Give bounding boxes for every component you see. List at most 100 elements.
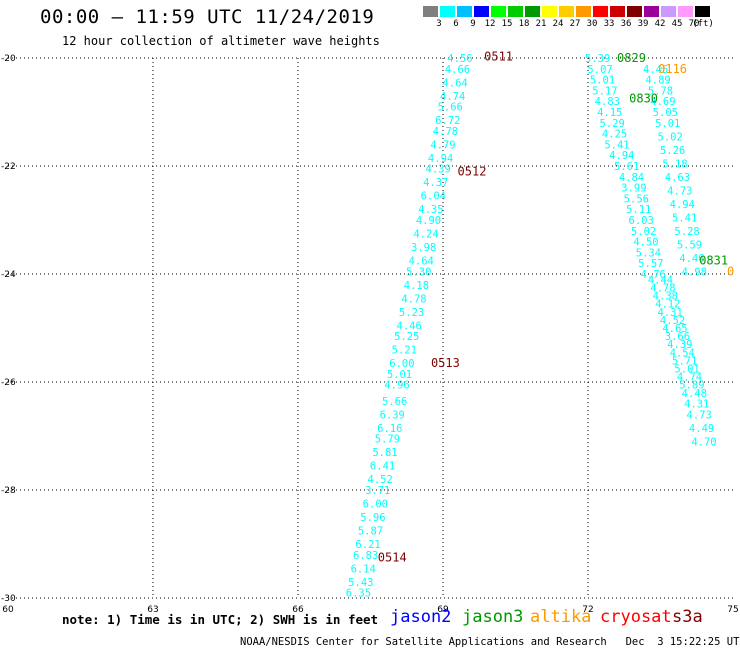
wave-height-label: 5.01 [655, 118, 680, 130]
x-tick-label: 72 [582, 605, 593, 615]
color-scale-swatch [575, 5, 592, 18]
pass-time-label: 0512 [458, 164, 487, 178]
wave-height-label: 3.99 [621, 183, 646, 195]
wave-height-label: 5.30 [406, 266, 431, 278]
pass-time-label: 0116 [658, 62, 687, 76]
wave-height-label: 6.21 [355, 539, 380, 551]
wave-height-label: 5.17 [592, 85, 617, 97]
wave-height-label: 4.25 [602, 129, 627, 141]
wave-height-label: 4.94 [670, 199, 695, 211]
wave-height-label: 5.71 [672, 355, 697, 367]
satellite-legend-item: jason3 [462, 607, 524, 627]
color-scale-label: 39 [637, 19, 649, 29]
wave-height-label: 4.35 [418, 204, 443, 216]
pass-time-label: 0 [727, 264, 734, 278]
wave-height-label: 4.79 [430, 139, 455, 151]
pass-time-label: 0514 [378, 551, 407, 565]
wave-height-label: 6.14 [351, 563, 376, 575]
wave-height-label: 4.65 [662, 323, 687, 335]
wave-height-label: 6.04 [421, 191, 446, 203]
wave-height-label: 5.02 [658, 131, 683, 143]
color-scale-swatch [456, 5, 473, 18]
wave-height-label: 5.01 [674, 364, 699, 376]
wave-height-label: 4.78 [401, 293, 426, 305]
wave-height-label: 5.25 [394, 331, 419, 343]
wave-height-label: 6.00 [389, 358, 414, 370]
x-tick-label: 75 [727, 605, 738, 615]
wave-height-label: 4.63 [665, 172, 690, 184]
wave-height-label: 4.84 [619, 172, 644, 184]
y-tick-label: -20 [1, 54, 16, 64]
x-tick-label: 66 [292, 605, 304, 615]
wave-height-label: 4.38 [653, 291, 678, 303]
pass-time-label: 0830 [629, 92, 658, 106]
color-scale-swatch [439, 5, 456, 18]
satellite-legend-item: cryosat [600, 607, 672, 627]
wave-height-label: 5.87 [358, 526, 383, 538]
wave-height-label: 4.39 [426, 164, 451, 176]
satellite-legend-item: jason2 [390, 607, 452, 627]
wave-height-label: 5.18 [662, 158, 687, 170]
x-tick-label: 63 [147, 605, 158, 615]
wave-height-label: 5.56 [624, 193, 649, 205]
wave-height-label: 6.03 [629, 215, 654, 227]
color-scale-label: 3 [436, 19, 442, 29]
wave-height-label: 4.50 [633, 237, 658, 249]
wave-height-label: 5.59 [677, 239, 702, 251]
wave-height-label: 4.12 [655, 299, 680, 311]
wave-height-label: 6.35 [346, 588, 371, 600]
wave-height-label: 5.34 [636, 247, 661, 259]
wave-height-label: 4.45 [643, 64, 668, 76]
wave-height-label: 4.31 [658, 307, 683, 319]
wave-height-label: 4.78 [433, 126, 458, 138]
wave-height-label: 5.39 [585, 53, 610, 65]
color-scale-label: 42 [654, 19, 666, 29]
wave-height-label: 5.28 [674, 226, 699, 238]
color-scale-boxes [422, 5, 711, 18]
wave-height-label: 5.96 [360, 512, 385, 524]
wave-height-label: 4.24 [413, 229, 438, 241]
color-scale-label: 9 [470, 19, 476, 29]
chart-subtitle: 12 hour collection of altimeter wave hei… [62, 34, 380, 48]
wave-height-label: 6.41 [370, 461, 395, 473]
wave-height-label: 5.05 [653, 107, 678, 119]
color-scale-label: 15 [501, 19, 513, 29]
satellite-legend-item: s3a [672, 607, 703, 627]
wave-height-label: 4.73 [687, 409, 712, 421]
wave-height-label: 6.83 [353, 550, 378, 562]
color-scale-label: 6 [453, 19, 459, 29]
color-scale-label: 70 [688, 19, 700, 29]
color-scale-legend: 3 6 9 12 15 18 21 24 27 30 33 36 39 42 45 70 (ft) [422, 5, 714, 30]
wave-height-label: 4.37 [423, 177, 448, 189]
wave-height-label: 3.98 [411, 242, 436, 254]
wave-height-label: 4.66 [445, 64, 470, 76]
color-scale-label: 45 [671, 19, 683, 29]
color-scale-label: 27 [569, 19, 581, 29]
wave-height-label: 4.98 [682, 266, 707, 278]
wave-height-label: 4.94 [428, 153, 453, 165]
wave-height-label: 4.76 [641, 269, 666, 281]
wave-height-label: 4.94 [609, 150, 634, 162]
wave-height-label: 5.01 [387, 369, 412, 381]
wave-height-label: 4.74 [440, 91, 465, 103]
wave-height-label: 4.15 [597, 107, 622, 119]
wave-height-label: 4.69 [650, 96, 675, 108]
color-scale-swatch [694, 5, 711, 18]
wave-height-label: 5.81 [372, 447, 397, 459]
wave-height-label: 5.41 [604, 139, 629, 151]
wave-height-label: 4.48 [682, 388, 707, 400]
wave-height-label: 5.57 [638, 258, 663, 270]
y-tick-label: -30 [1, 594, 16, 604]
color-scale-label: 12 [484, 19, 496, 29]
color-scale-label: 33 [603, 19, 615, 29]
color-scale-label: 21 [535, 19, 547, 29]
color-scale-swatch [558, 5, 575, 18]
color-scale-swatch [422, 5, 439, 18]
color-scale-swatch [541, 5, 558, 18]
wave-height-label: 5.02 [631, 226, 656, 238]
wave-height-label: 4.64 [409, 256, 434, 268]
y-tick-label: -26 [1, 378, 16, 388]
wave-height-label: 4.52 [660, 315, 685, 327]
wave-height-label: 5.61 [614, 161, 639, 173]
